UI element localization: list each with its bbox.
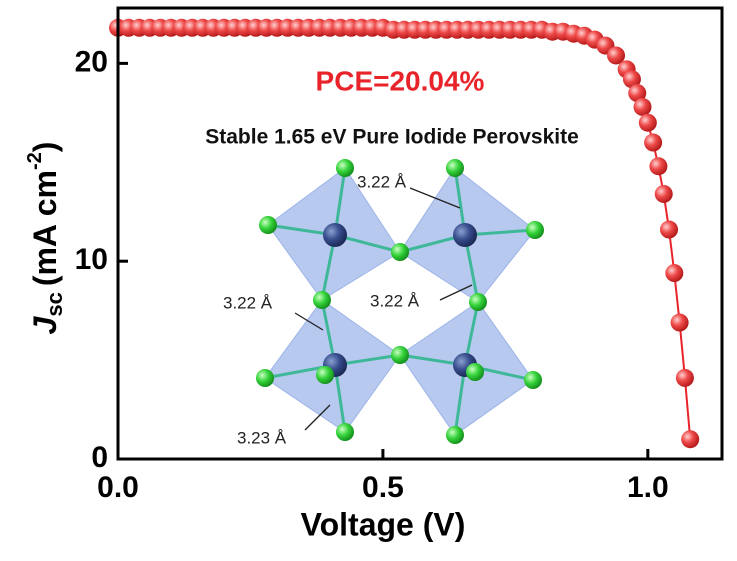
y-tick-label: 0 <box>91 441 108 474</box>
y-label-exponent: -2 <box>24 152 46 170</box>
y-axis-label: Jsc (mA cm-2) <box>24 142 67 335</box>
iodide-atoms <box>256 159 544 444</box>
data-point <box>622 70 641 89</box>
x-tick-label: 0.0 <box>97 471 139 504</box>
data-point <box>681 430 700 449</box>
bond-label: 3.22 Å <box>370 291 420 310</box>
y-label-symbol: J <box>27 315 63 334</box>
data-point <box>649 157 668 176</box>
bond-label: 3.22 Å <box>223 293 273 312</box>
y-tick-label: 20 <box>75 45 108 78</box>
data-point <box>665 264 684 283</box>
bond-label: 3.22 Å <box>357 172 407 191</box>
bond-label: 3.23 Å <box>237 428 287 447</box>
pce-annotation: PCE=20.04% <box>316 65 485 96</box>
data-point <box>644 133 663 152</box>
data-point <box>660 220 679 239</box>
data-point <box>628 84 647 103</box>
crystal-structure: 3.22 Å 3.22 Å 3.22 Å 3.23 Å <box>223 159 544 447</box>
y-label-subscript: sc <box>42 292 67 316</box>
y-label-unit: (mA cm <box>27 170 63 286</box>
arrows <box>294 187 473 431</box>
x-tick-label: 1.0 <box>627 471 669 504</box>
y-label-close: ) <box>27 142 63 153</box>
x-tick-label: 0.5 <box>362 471 404 504</box>
data-point <box>607 46 626 65</box>
data-point <box>633 97 652 116</box>
caption: Stable 1.65 eV Pure Iodide Perovskite <box>205 126 579 149</box>
data-point <box>670 313 689 332</box>
data-point <box>638 113 657 132</box>
y-tick-label: 10 <box>75 243 108 276</box>
data-point <box>675 368 694 387</box>
plot-frame <box>116 6 724 461</box>
data-point <box>654 184 673 203</box>
x-axis-label: Voltage (V) <box>301 506 466 542</box>
